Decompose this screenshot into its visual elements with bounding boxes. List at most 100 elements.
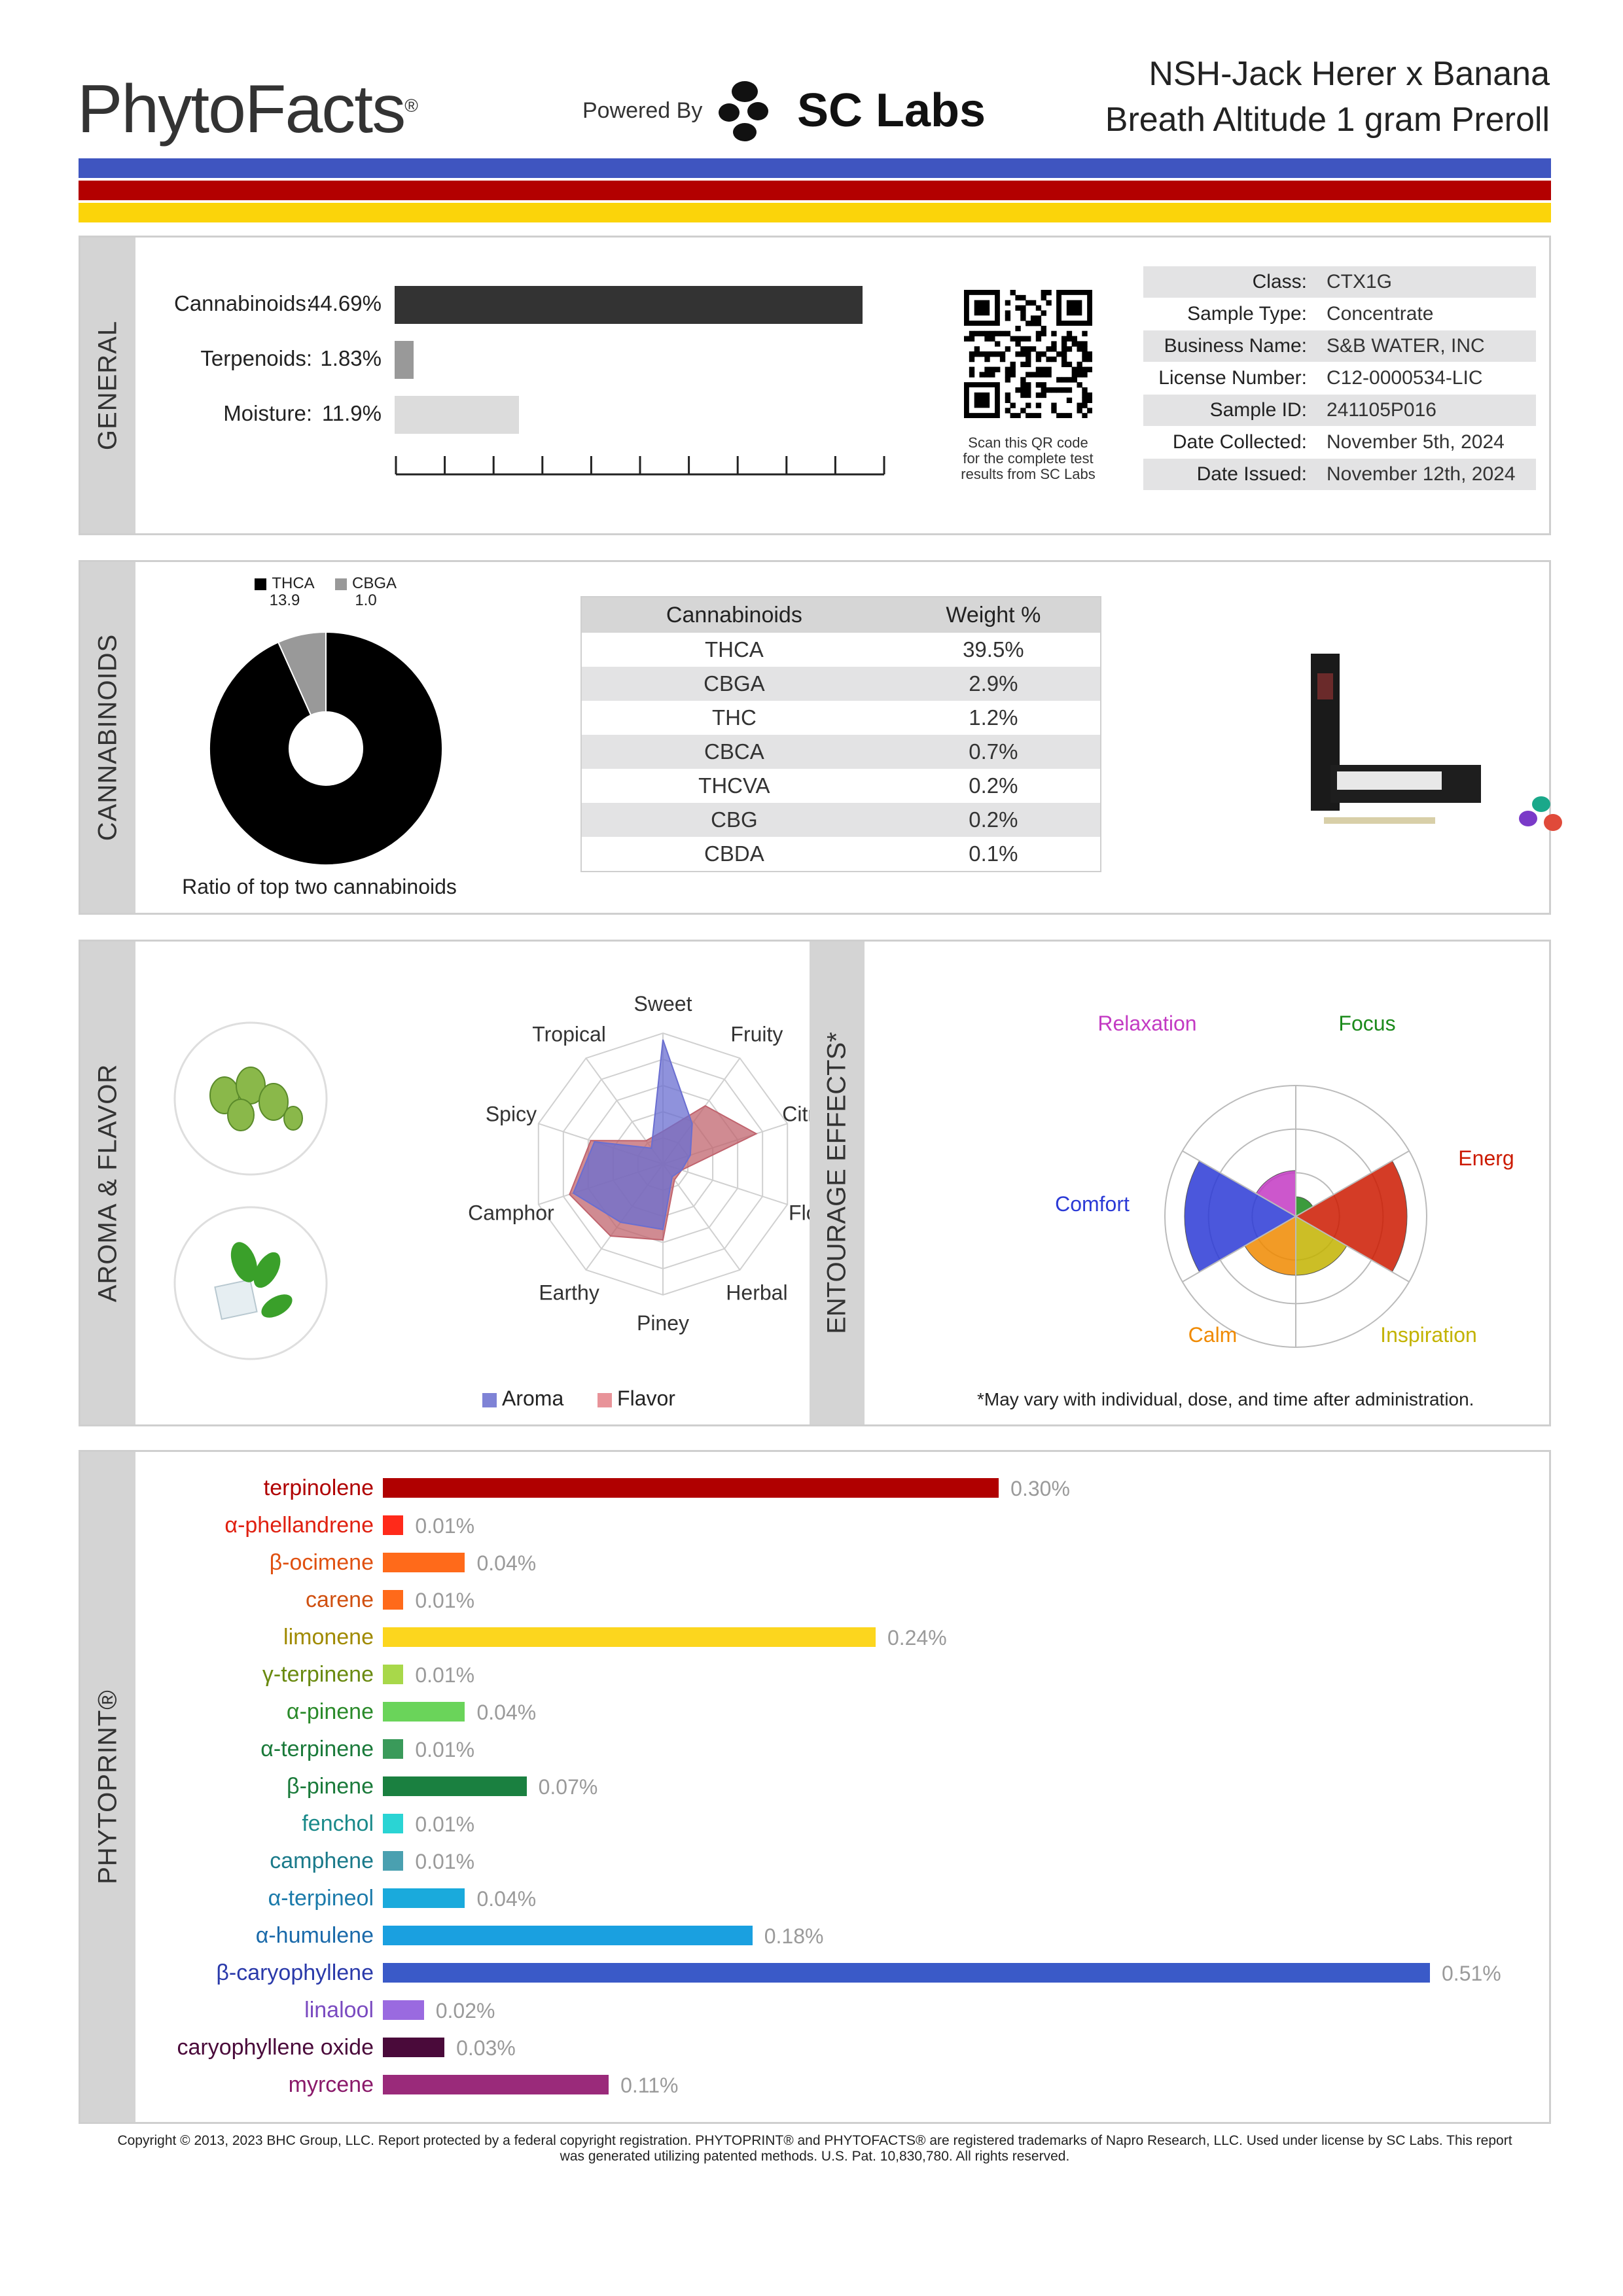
terpene-bar [383,2000,424,2020]
terpene-name: β-pinene [287,1774,374,1799]
aroma-legend-swatch [482,1392,497,1407]
footer-copyright: Copyright © 2013, 2023 BHC Group, LLC. R… [79,2133,1551,2164]
table-row: THC 1.2% [581,701,1101,735]
powered-by-label: Powered By [582,98,703,123]
terpene-value: 0.04% [476,1701,537,1724]
product-title: NSH-Jack Herer x Banana Breath Altitude … [1052,51,1550,143]
info-key: Sample Type: [1187,303,1307,325]
terpene-value: 0.51% [1442,1962,1501,1985]
cannabinoid-donut-chart [209,631,443,866]
qr-code-icon[interactable] [964,290,1092,418]
hops-illustration [173,1021,328,1176]
general-bar-label: Terpenoids: [200,346,312,370]
entourage-spoke [1295,1150,1410,1217]
table-cell: CBGA [581,667,887,701]
info-row: License Number: C12-0000534-LIC [1143,362,1536,394]
entourage-spoke [1182,1150,1296,1217]
info-key: License Number: [1158,367,1307,389]
terpene-name: α-phellandrene [224,1513,374,1538]
table-row: THCVA 0.2% [581,769,1101,803]
cannabinoid-table: Cannabinoids Weight % THCA 39.5% CBGA 2.9% T… [580,596,1101,872]
terpene-value: 0.24% [887,1626,947,1650]
terpene-bar [383,1478,999,1498]
entourage-effects-chart: Relaxation Focus Energy Inspiration Calm Comf… [1055,1012,1514,1348]
radar-axis-label: Earthy [539,1280,599,1304]
pie-caption: Ratio of top two cannabinoids [182,875,457,898]
general-bar-label: Moisture: [223,401,312,425]
qr-caption-line: results from SC Labs [961,466,1096,482]
stripe-yellow [79,203,1551,222]
entourage-label-inspiration: Inspiration [1380,1323,1477,1347]
product-package-image [1311,654,1562,831]
entourage-sector-comfort [1184,1160,1296,1273]
cannabinoids-tab-label: CANNABINOIDS [93,633,122,841]
entourage-label-focus: Focus [1338,1012,1395,1035]
legend-name: CBGA [351,574,397,592]
info-value: November 12th, 2024 [1327,463,1516,485]
qr-caption-line: for the complete test [963,450,1094,467]
legend-value: 13.9 [269,592,300,609]
info-value: Concentrate [1327,303,1434,325]
info-row: Date Issued: November 12th, 2024 [1143,459,1536,490]
brand-registered-mark: ® [404,96,418,116]
info-key: Date Collected: [1172,431,1307,453]
aroma-entourage-panel: AROMA & FLAVOR SweetFruityCitrusyFloralH… [79,940,1551,1426]
terpene-bar [383,2075,609,2094]
radar-axis-label: Camphor [468,1201,554,1224]
terpene-name: caryophyllene oxide [177,2035,374,2060]
terpene-name: terpinolene [263,1475,374,1500]
terpene-value: 0.01% [415,1812,475,1836]
footer-line: was generated utilizing patented methods… [560,2149,1070,2164]
legend-value: 1.0 [355,592,377,609]
info-row: Sample Type: Concentrate [1143,298,1536,330]
terpene-bar [383,1627,876,1647]
table-row: CBGA 2.9% [581,667,1101,701]
general-bar-value: 11.9% [321,401,382,425]
entourage-tab-label: ENTOURAGE EFFECTS* [822,1032,851,1334]
entourage-label-energy: Energy [1458,1146,1514,1170]
entourage-tab: ENTOURAGE EFFECTS* [810,942,865,1424]
donut-slice-thca [209,631,443,866]
aroma-series-area [572,1039,693,1231]
table-row: THCA 39.5% [581,633,1101,667]
table-cell: 2.9% [886,667,1101,701]
radar-axis-label: Tropical [532,1023,606,1046]
terpene-value: 0.30% [1010,1477,1070,1500]
cannabinoids-tab: CANNABINOIDS [80,562,135,913]
entourage-footnote: *May vary with individual, dose, and tim… [977,1389,1474,1409]
pie-legend-thca: THCA 13.9 [245,575,324,609]
terpene-value: 0.18% [764,1924,824,1948]
donut-slice-cbga [277,631,327,716]
legend-name: THCA [272,574,315,592]
terpene-bar [383,1590,404,1610]
terpene-value: 0.01% [415,1850,475,1873]
table-cell: CBDA [704,841,764,866]
radar-spoke [662,1163,741,1271]
terpene-bar [383,1665,404,1684]
radar-axis-label: Sweet [634,992,692,1016]
info-key: Class: [1252,271,1307,292]
terpene-name: γ-terpinene [262,1662,374,1687]
table-cell: THCA [704,637,764,662]
aroma-legend: Aroma Flavor [482,1386,675,1411]
terpene-value: 0.01% [415,1589,475,1612]
terpene-value: 0.02% [435,1999,495,2022]
table-cell: THCVA [698,773,770,798]
table-cell: CBCA [581,735,887,769]
stripe-red [79,181,1551,200]
info-key: Sample ID: [1209,399,1307,421]
info-row: Date Collected: November 5th, 2024 [1143,427,1536,458]
legend-swatch [255,578,267,590]
terpene-bar [383,1776,527,1796]
radar-axis-label: Herbal [726,1280,787,1304]
terpene-name: myrcene [288,2072,374,2097]
terpene-bar [383,1814,404,1833]
table-cell: 1.2% [969,705,1018,730]
aroma-legend-label: Aroma [502,1386,564,1410]
terpene-value: 0.01% [415,1663,475,1687]
terpene-bar [383,1926,753,1945]
table-cell: CBG [581,803,887,837]
info-key: Date Issued: [1196,463,1307,485]
table-row: CBG 0.2% [581,803,1101,837]
terpene-name: β-caryophyllene [216,1960,374,1985]
